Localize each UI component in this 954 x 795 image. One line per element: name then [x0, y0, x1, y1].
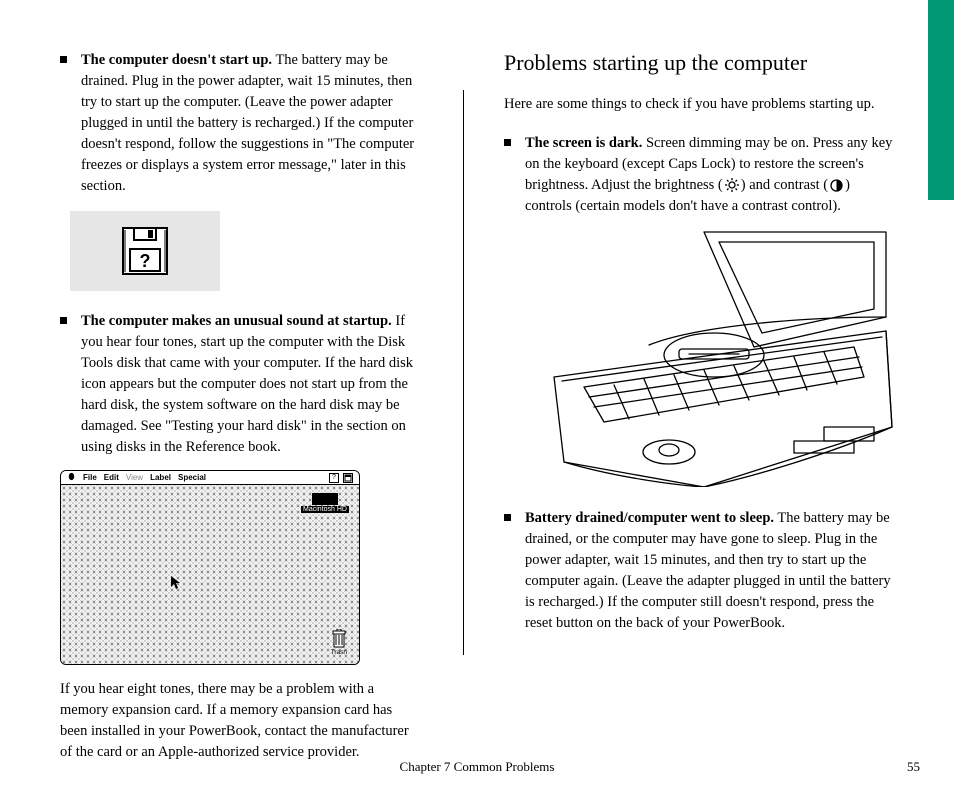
left-item-2-body: If you hear four tones, start up the com… — [81, 313, 413, 455]
powerbook-illustration — [494, 227, 894, 492]
right-b1-part1: ) and contrast ( — [741, 177, 828, 193]
help-menu-icon: ? — [329, 473, 339, 483]
bullet-icon — [60, 56, 67, 63]
page-number: 55 — [907, 759, 920, 775]
menubar: File Edit View Label Special ? — [61, 471, 359, 485]
left-item-1-text: The computer doesn't start up. The batte… — [81, 50, 423, 197]
app-menu-icon — [343, 473, 353, 483]
svg-text:?: ? — [140, 251, 151, 271]
menu-file: File — [83, 473, 97, 482]
right-item-1: The screen is dark. Screen dimming may b… — [504, 133, 894, 217]
menu-view: View — [126, 473, 143, 482]
left-item-2-lead: The computer makes an unusual sound at s… — [81, 313, 392, 329]
right-intro: Here are some things to check if you hav… — [504, 94, 894, 115]
cursor-icon — [171, 576, 181, 595]
hard-disk-icon: Macintosh HD — [301, 493, 349, 513]
floppy-figure: ? — [70, 211, 220, 291]
right-item-1-text: The screen is dark. Screen dimming may b… — [525, 133, 894, 217]
right-column: Problems starting up the computer Here a… — [504, 50, 894, 755]
hard-disk-label: Macintosh HD — [301, 506, 349, 513]
trash-label: Trash — [331, 649, 347, 656]
floppy-disk-icon: ? — [122, 227, 168, 275]
page-body: The computer doesn't start up. The batte… — [0, 0, 954, 795]
chapter-label: Chapter 7 Common Problems — [400, 759, 555, 774]
menu-special: Special — [178, 473, 206, 482]
right-item-1-lead: The screen is dark. — [525, 135, 642, 151]
page-thumb-tab — [928, 0, 954, 200]
right-item-2-lead: Battery drained/computer went to sleep. — [525, 510, 774, 526]
column-divider — [463, 90, 464, 655]
desktop-screenshot: File Edit View Label Special ? — [60, 470, 360, 665]
bullet-icon — [504, 139, 511, 146]
bullet-icon — [60, 317, 67, 324]
page-footer: Chapter 7 Common Problems — [0, 759, 954, 775]
left-item-2-text: The computer makes an unusual sound at s… — [81, 311, 423, 458]
right-item-2: Battery drained/computer went to sleep. … — [504, 508, 894, 634]
bullet-icon — [504, 514, 511, 521]
menu-label: Label — [150, 473, 171, 482]
brightness-icon — [725, 178, 739, 192]
left-item-2-body2: If you hear eight tones, there may be a … — [60, 679, 423, 763]
contrast-icon — [830, 179, 843, 192]
left-item-1: The computer doesn't start up. The batte… — [60, 50, 423, 197]
right-item-2-text: Battery drained/computer went to sleep. … — [525, 508, 894, 634]
apple-menu-icon — [67, 472, 76, 483]
right-item-2-body: The battery may be drained, or the compu… — [525, 510, 891, 631]
left-column: The computer doesn't start up. The batte… — [60, 50, 423, 755]
trash-icon: Trash — [331, 629, 347, 656]
left-item-1-lead: The computer doesn't start up. — [81, 52, 272, 68]
left-item-1-body: The battery may be drained. Plug in the … — [81, 52, 414, 194]
menu-edit: Edit — [104, 473, 119, 482]
right-b1-part3: contrast control). — [742, 198, 841, 214]
left-item-2: The computer makes an unusual sound at s… — [60, 311, 423, 458]
section-heading: Problems starting up the computer — [504, 50, 894, 76]
